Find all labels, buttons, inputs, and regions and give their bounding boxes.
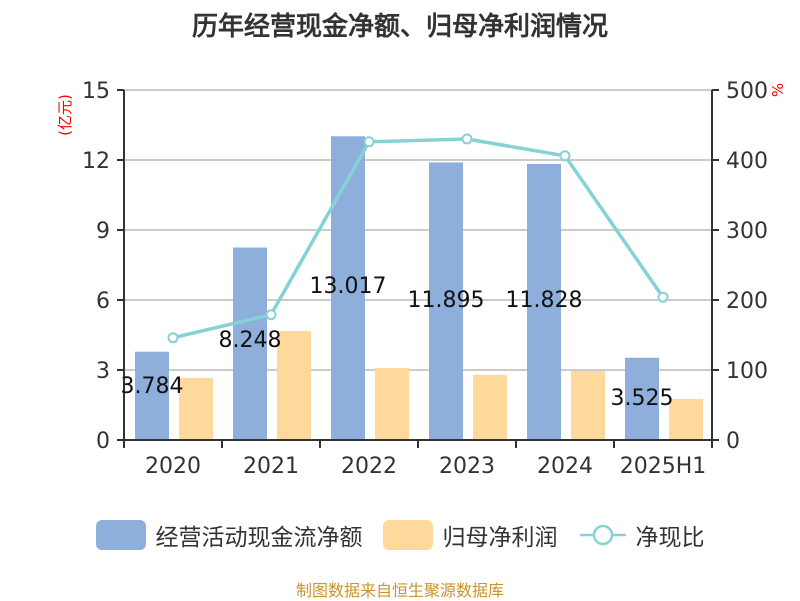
left-tick-label: 0 <box>96 429 110 454</box>
x-tick-label: 2020 <box>145 454 201 479</box>
left-tick-label: 9 <box>96 219 110 244</box>
legend-item-ratio[interactable]: 净现比 <box>578 518 705 552</box>
chart-title: 历年经营现金净额、归母净利润情况 <box>191 12 608 42</box>
ratio-point <box>265 309 277 321</box>
x-tick-label: 2022 <box>341 454 397 479</box>
bar-net-profit <box>375 367 409 440</box>
right-tick-label: 500 <box>726 79 768 104</box>
right-tick-label: 400 <box>726 149 768 174</box>
legend-item-operating-cf[interactable]: 经营活动现金流净额 <box>95 518 363 552</box>
right-tick-label: 300 <box>726 219 768 244</box>
operating-cf-swatch-icon <box>95 520 146 550</box>
ratio-point <box>657 291 669 303</box>
bar-operating-cf <box>233 247 267 440</box>
legend-label-operating-cf: 经营活动现金流净额 <box>155 525 363 551</box>
bar-operating-cf <box>135 351 169 440</box>
left-tick-label: 12 <box>82 149 110 174</box>
left-axis-unit: (亿元) <box>56 94 74 136</box>
bar-data-label: 11.828 <box>506 288 583 313</box>
ratio-point <box>559 150 571 162</box>
legend-item-net-profit[interactable]: 归母净利润 <box>382 518 558 552</box>
ratio-point <box>461 133 473 145</box>
source-footer: 制图数据来自恒生聚源数据库 <box>295 581 504 600</box>
bar-net-profit <box>277 331 311 440</box>
bar-operating-cf <box>429 162 463 440</box>
bar-data-label: 11.895 <box>408 288 485 313</box>
legend-label-net-profit: 归母净利润 <box>442 525 558 551</box>
bar-operating-cf <box>625 357 659 440</box>
ratio-line <box>172 137 665 340</box>
legend-label-ratio: 净现比 <box>635 525 705 551</box>
left-tick-label: 6 <box>96 289 110 314</box>
net-profit-swatch-icon <box>382 520 433 550</box>
right-axis-unit: % <box>769 83 787 97</box>
right-tick-label: 100 <box>726 359 768 384</box>
bar-data-label: 3.525 <box>611 386 674 411</box>
ratio-point <box>363 136 375 148</box>
x-tick-label: 2021 <box>243 454 299 479</box>
x-tick-label: 2025H1 <box>620 454 707 479</box>
bar-operating-cf <box>527 164 561 440</box>
bar-data-label: 13.017 <box>310 274 387 299</box>
right-tick-label: 200 <box>726 289 768 314</box>
bar-data-label: 8.248 <box>219 328 282 353</box>
left-tick-label: 3 <box>96 359 110 384</box>
bar-net-profit <box>179 377 213 440</box>
bar-net-profit <box>571 370 605 440</box>
line-circle-icon <box>579 524 626 546</box>
left-tick-label: 15 <box>82 79 110 104</box>
bar-net-profit <box>473 374 507 440</box>
bar-operating-cf <box>331 136 365 440</box>
bar-net-profit <box>669 398 703 440</box>
ratio-point <box>167 332 179 344</box>
legend: 经营活动现金流净额 归母净利润 净现比 <box>0 518 800 552</box>
bar-data-label: 3.784 <box>121 374 184 399</box>
x-tick-label: 2023 <box>439 454 495 479</box>
right-tick-label: 0 <box>726 429 740 454</box>
x-tick-label: 2024 <box>537 454 593 479</box>
